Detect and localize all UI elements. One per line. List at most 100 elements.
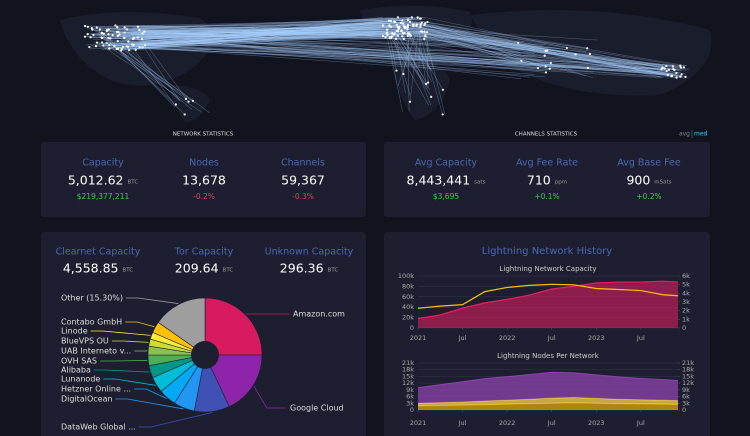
node-dot bbox=[406, 28, 409, 31]
x-tick-label: 2023 bbox=[588, 334, 605, 342]
toggle-option[interactable]: avg bbox=[679, 131, 690, 138]
channel-link bbox=[127, 31, 418, 48]
pie-label: BlueVPS OU bbox=[61, 337, 109, 346]
node-dot bbox=[548, 67, 551, 70]
node-dot bbox=[588, 53, 592, 56]
channel-link bbox=[99, 34, 394, 49]
stat-value: 209.64 bbox=[175, 261, 219, 276]
channel-link bbox=[119, 25, 384, 44]
node-dot bbox=[408, 20, 412, 23]
pie-leader bbox=[253, 385, 286, 409]
channel-link bbox=[123, 23, 424, 51]
node-dot bbox=[423, 37, 426, 41]
node-dot bbox=[667, 68, 671, 71]
channel-link bbox=[402, 33, 432, 106]
pie-label: Hetzner Online ... bbox=[61, 385, 131, 394]
pie-leader bbox=[111, 340, 149, 343]
node-dot bbox=[117, 30, 120, 33]
node-dot bbox=[682, 66, 686, 69]
channel-link bbox=[126, 35, 389, 47]
channel-link bbox=[118, 31, 384, 34]
x-tick-label: Jul bbox=[636, 334, 645, 342]
channel-link bbox=[115, 25, 406, 31]
channel-link bbox=[396, 19, 576, 55]
node-dot bbox=[670, 74, 674, 77]
node-dot bbox=[108, 43, 111, 47]
channel-link bbox=[397, 29, 418, 87]
node-dot bbox=[423, 30, 426, 33]
y2-tick-label: 4k bbox=[682, 289, 690, 297]
node-dot bbox=[425, 31, 429, 34]
channel-link bbox=[417, 24, 427, 84]
x-tick-label: 2021 bbox=[410, 419, 427, 427]
node-dot bbox=[125, 28, 128, 31]
continent bbox=[470, 10, 712, 96]
channel-link bbox=[106, 36, 398, 44]
node-dot bbox=[402, 72, 405, 76]
continent bbox=[170, 85, 210, 122]
node-dot bbox=[401, 32, 404, 35]
node-dot bbox=[396, 30, 400, 33]
channel-link bbox=[103, 33, 176, 108]
channel-link bbox=[86, 36, 663, 72]
node-dot bbox=[143, 44, 147, 47]
node-dot bbox=[136, 36, 139, 39]
stat-change: +0.2% bbox=[636, 192, 661, 201]
channel-link bbox=[96, 42, 202, 113]
node-dot bbox=[399, 21, 402, 25]
y-tick-label: 0 bbox=[410, 324, 414, 332]
channel-link bbox=[138, 26, 404, 33]
channel-link bbox=[122, 17, 427, 48]
node-dot bbox=[187, 100, 190, 103]
node-dot bbox=[118, 33, 121, 36]
node-dot bbox=[92, 33, 95, 37]
channel-link bbox=[382, 35, 598, 62]
channel-link bbox=[141, 16, 383, 46]
node-dot bbox=[679, 66, 682, 69]
pie-leader bbox=[138, 412, 213, 428]
channel-link bbox=[137, 21, 406, 38]
node-dot bbox=[406, 19, 410, 22]
channel-link bbox=[132, 22, 401, 46]
channel-link bbox=[90, 33, 411, 35]
node-dot bbox=[83, 35, 87, 38]
node-dot bbox=[397, 27, 400, 31]
channel-link bbox=[102, 19, 411, 50]
channel-link bbox=[384, 30, 677, 78]
channel-link bbox=[416, 20, 587, 49]
x-tick-label: 2022 bbox=[499, 334, 516, 342]
channel-link bbox=[85, 17, 418, 46]
y-tick-label: 0 bbox=[410, 406, 414, 414]
channel-link bbox=[398, 29, 548, 51]
stat-unit: BTC bbox=[328, 268, 339, 274]
node-dot bbox=[412, 23, 415, 26]
node-dot bbox=[136, 25, 140, 28]
channel-link bbox=[424, 24, 520, 51]
continent bbox=[60, 11, 213, 86]
node-dot bbox=[387, 19, 391, 22]
channel-link bbox=[390, 18, 594, 78]
channel-link bbox=[140, 24, 386, 36]
channel-link bbox=[108, 17, 412, 37]
channel-link bbox=[420, 36, 543, 63]
channel-link bbox=[106, 27, 400, 40]
channel-link bbox=[128, 33, 674, 70]
toggle-option[interactable]: med bbox=[694, 131, 708, 138]
channel-link bbox=[109, 33, 413, 51]
channel-link bbox=[91, 22, 422, 46]
channel-link bbox=[124, 48, 181, 102]
stat-value: 59,367 bbox=[281, 173, 325, 188]
channel-link bbox=[109, 44, 546, 78]
stat-unit: mSats bbox=[654, 180, 671, 186]
channel-link bbox=[144, 31, 418, 35]
channel-link bbox=[139, 28, 390, 39]
node-dot bbox=[389, 25, 392, 28]
channel-link bbox=[385, 36, 560, 49]
section-title: NETWORK STATISTICS bbox=[173, 132, 234, 138]
channel-link bbox=[124, 24, 421, 41]
channel-link bbox=[131, 33, 419, 35]
channel-link bbox=[132, 21, 411, 50]
node-dot bbox=[105, 29, 108, 33]
channel-link bbox=[407, 33, 673, 66]
channel-link bbox=[144, 20, 417, 39]
